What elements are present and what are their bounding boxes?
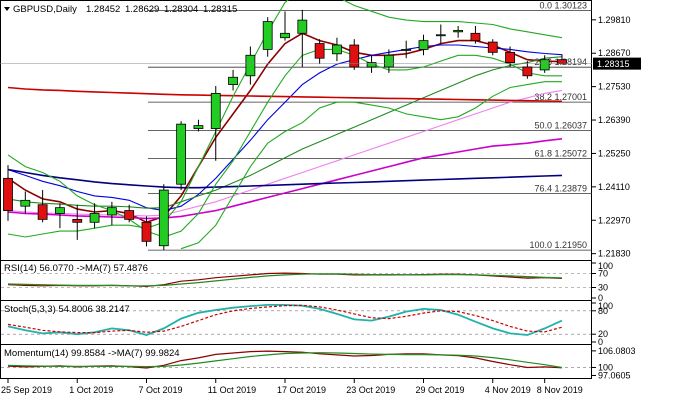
fib-level-label: 61.8 1.25072 — [534, 149, 587, 159]
ohlc-low: 1.28304 — [164, 4, 198, 15]
ohlc-open: 1.28452 — [86, 4, 120, 15]
axes: 1.29810 1.28670 1.27530 1.26390 1.25250 1.241… — [0, 15, 641, 395]
candle-body — [124, 210, 135, 220]
candle-body — [522, 66, 533, 77]
x-tick-label: 4 Nov 2019 — [485, 385, 531, 395]
candle-body — [505, 51, 515, 64]
candle-body — [20, 199, 31, 207]
stoch-panel-title: Stoch(5,3,3) 54.8006 38.2147 — [4, 304, 130, 315]
candle-body — [332, 44, 342, 55]
candle-body — [557, 59, 567, 64]
overlay-line — [7, 168, 563, 189]
candle-body — [297, 19, 308, 34]
candle-body — [228, 76, 238, 85]
candle-body — [37, 204, 48, 220]
indicator-y-label: 70 — [598, 269, 608, 279]
candle-body — [487, 41, 498, 53]
momentum-panel-border — [0, 344, 592, 379]
candle-body — [349, 44, 360, 68]
candle-body — [245, 54, 256, 77]
indicator-y-label: 0 — [598, 293, 603, 303]
x-tick-label: 23 Oct 2019 — [346, 385, 395, 395]
candle-body — [210, 92, 221, 129]
indicator-lines — [1, 272, 591, 369]
indicator-line — [7, 352, 563, 369]
x-tick-label: 7 Oct 2019 — [139, 385, 183, 395]
fib-level-label: 76.4 1.23879 — [534, 184, 587, 194]
candle-body — [314, 43, 325, 59]
candle-body — [89, 213, 100, 223]
fib-level-label: 50.0 1.26037 — [534, 120, 587, 130]
current-price-box — [593, 57, 641, 70]
price-panel-title: GBPUSD,Daily — [13, 4, 77, 15]
x-tick-label: 8 Nov 2019 — [537, 385, 583, 395]
x-tick-label: 29 Oct 2019 — [416, 385, 465, 395]
candle-body — [193, 125, 204, 129]
x-tick-label: 1 Oct 2019 — [69, 385, 113, 395]
candle-body — [106, 207, 117, 216]
y-tick-label: 1.22970 — [598, 215, 631, 225]
ohlc-high: 1.28629 — [125, 4, 159, 15]
overlay-line — [7, 44, 563, 212]
fib-level-label: 0.0 1.30123 — [539, 1, 587, 11]
candle-body — [470, 32, 481, 42]
indicator-line — [7, 304, 563, 334]
indicator-y-label: 97.0605 — [598, 370, 631, 380]
candle-body — [539, 59, 550, 71]
momentum-panel-title: Momentum(14) 99.8584 ->MA(7) 99.9824 — [4, 348, 180, 359]
indicator-y-label: 0 — [598, 337, 603, 347]
indicator-y-label: 20 — [598, 329, 608, 339]
current-price-label: 1.28315 — [597, 59, 630, 69]
y-tick-label: 1.21830 — [598, 249, 631, 259]
fib-level-label: 38.2 1.27001 — [534, 92, 587, 102]
overlay-lines — [7, 0, 563, 250]
candle-body — [453, 29, 464, 33]
overlay-line — [7, 0, 563, 238]
overlay-line — [7, 48, 562, 238]
candles — [3, 9, 567, 251]
candle-body — [401, 49, 412, 51]
x-tick-label: 25 Sep 2019 — [1, 385, 52, 395]
indicator-line — [7, 273, 563, 287]
overlay-line — [7, 32, 563, 224]
fib-level-label: 100.0 1.21950 — [529, 240, 587, 250]
candle-body — [55, 207, 65, 214]
y-tick-label: 1.26390 — [598, 115, 631, 125]
overlay-line — [7, 86, 563, 103]
candle-body — [280, 32, 290, 39]
overlay-line — [7, 89, 563, 217]
candle-body — [3, 177, 13, 211]
y-tick-label: 1.29810 — [598, 15, 631, 25]
candle-body — [418, 40, 429, 50]
candle-body — [158, 189, 169, 247]
candle-body — [141, 221, 152, 242]
candle-body — [262, 21, 273, 50]
indicator-y-label: 100 — [598, 362, 613, 372]
candle-body — [435, 34, 446, 37]
ohlc-close: 1.28315 — [203, 4, 237, 15]
candle-body — [72, 218, 83, 223]
indicator-y-label: 100 — [598, 261, 613, 271]
y-tick-label: 1.25250 — [598, 148, 631, 158]
indicator-y-label: 106.0803 — [598, 346, 636, 356]
y-tick-label: 1.24110 — [598, 182, 630, 192]
indicator-y-label: 30 — [598, 283, 608, 293]
overlay-line — [7, 138, 563, 220]
y-tick-label: 1.28670 — [598, 48, 631, 58]
overlay-line — [180, 81, 562, 250]
indicator-y-label: 80 — [598, 306, 608, 316]
x-tick-label: 11 Oct 2019 — [208, 385, 256, 395]
symbol-arrow-icon — [4, 7, 10, 11]
indicator-line — [7, 304, 563, 336]
indicator-y-label: 100 — [598, 301, 613, 311]
y-tick-label: 1.27530 — [598, 82, 631, 92]
candle-body — [366, 62, 377, 68]
x-tick-label: 17 Oct 2019 — [277, 385, 326, 395]
candle-body — [383, 54, 394, 68]
rsi-panel-title: RSI(14) 56.0770 ->MA(7) 57.4876 — [4, 263, 148, 274]
candle-body — [176, 123, 187, 185]
